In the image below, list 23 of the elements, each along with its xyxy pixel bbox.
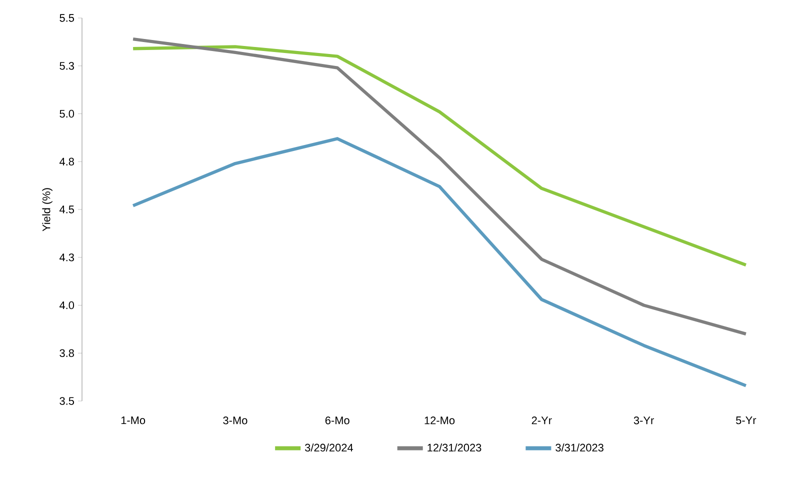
y-axis-title: Yield (%) [42,188,52,232]
y-tick-label: 5.5 [60,14,74,22]
legend-label: 3/31/2023 [556,443,604,452]
y-tick-label: 3.5 [60,397,74,405]
x-tick-label: 6-Mo [325,416,350,424]
line-series [131,137,748,388]
y-tick-label: 3.8 [60,349,74,358]
y-tick-label: 4.0 [59,301,74,310]
y-tick-label: 4.5 [59,206,74,214]
y-tick-label: 5.0 [60,110,74,118]
legend-label: 3/29/2024 [305,443,353,452]
x-tick-label: 3-Yr [634,416,654,424]
y-tick-label: 5.3 [60,62,74,70]
line-series [131,45,748,267]
x-tick-label: 5-Yr [736,416,756,424]
x-tick-label: 3-Mo [223,416,248,424]
line-series [131,37,748,336]
legend-label: 12/31/2023 [428,443,482,452]
y-tick-label: 4.8 [59,158,74,166]
x-tick-label: 12-Mo [424,416,455,424]
y-tick-label: 4.3 [59,254,74,262]
x-tick-label: 1-Mo [121,416,146,424]
x-tick-label: 2-Yr [532,416,552,424]
